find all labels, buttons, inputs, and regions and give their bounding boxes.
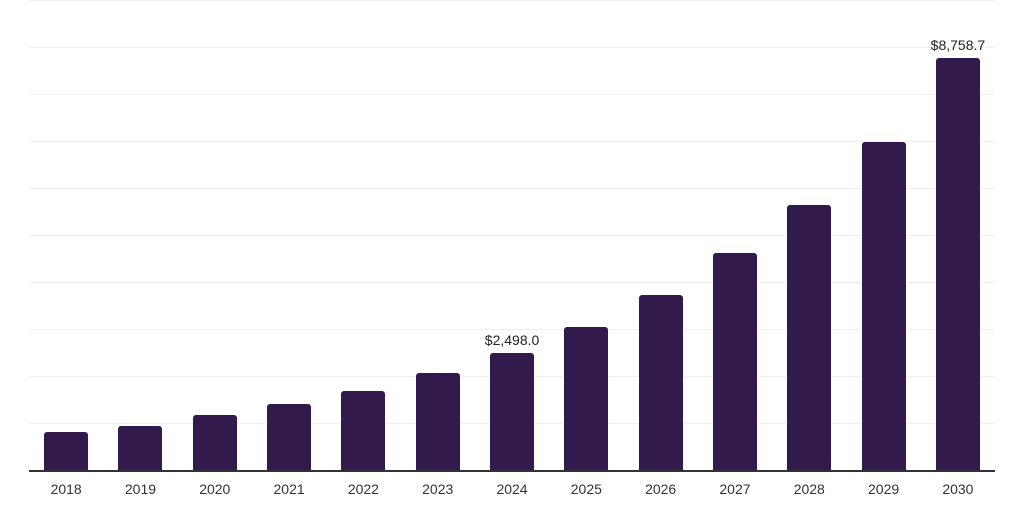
bar-2025[interactable] [564,326,609,470]
x-tick-label-2025: 2025 [570,481,602,497]
x-tick-label-2030: 2030 [942,481,974,497]
bar-slot-2026 [624,294,698,470]
bar-2029[interactable] [861,141,906,470]
bar-slot-2030: $8,758.7 [921,38,995,470]
bar-slot-2024: $2,498.0 [475,333,549,470]
bar-2030[interactable] [935,58,980,470]
x-tick-label-2028: 2028 [793,481,825,497]
x-axis-labels: 2018 2019 2020 2021 2022 2023 2024 2025 2026 2027… [29,480,995,500]
bar-2019[interactable] [118,425,163,470]
value-label-2030: $8,758.7 [930,37,986,54]
bar-2018[interactable] [44,431,89,470]
x-tick-label-2018: 2018 [50,481,82,497]
x-tick-label-2022: 2022 [347,481,379,497]
bar-slot-2022 [326,390,400,470]
bar-slot-2028 [772,204,846,470]
x-tick-label-2021: 2021 [273,481,305,497]
bar-2020[interactable] [192,415,237,470]
bar-slot-2020 [178,415,252,470]
bar-2024[interactable] [490,352,535,470]
x-tick-label-2029: 2029 [868,481,900,497]
x-tick-label-2023: 2023 [422,481,454,497]
bar-2022[interactable] [341,390,386,470]
x-tick-label-2026: 2026 [645,481,677,497]
bar-2027[interactable] [712,253,757,470]
bar-slot-2019 [103,425,177,470]
bar-slot-2018 [29,431,103,470]
x-tick-label-2024: 2024 [496,481,528,497]
bar-2021[interactable] [267,403,312,470]
bar-2026[interactable] [638,294,683,470]
x-tick-label-2020: 2020 [199,481,231,497]
bar-2023[interactable] [415,372,460,470]
bar-slot-2027 [698,253,772,470]
bar-slot-2025 [549,326,623,470]
bar-2028[interactable] [787,204,832,470]
x-tick-label-2027: 2027 [719,481,751,497]
bar-slot-2029 [846,141,920,470]
bar-slot-2023 [401,372,475,470]
value-label-2024: $2,498.0 [484,331,540,348]
x-tick-label-2019: 2019 [124,481,157,497]
plot-area: $2,498.0 $8,758.7 [29,0,995,472]
bars-layer: $2,498.0 $8,758.7 [29,0,995,470]
bar-slot-2021 [252,403,326,470]
